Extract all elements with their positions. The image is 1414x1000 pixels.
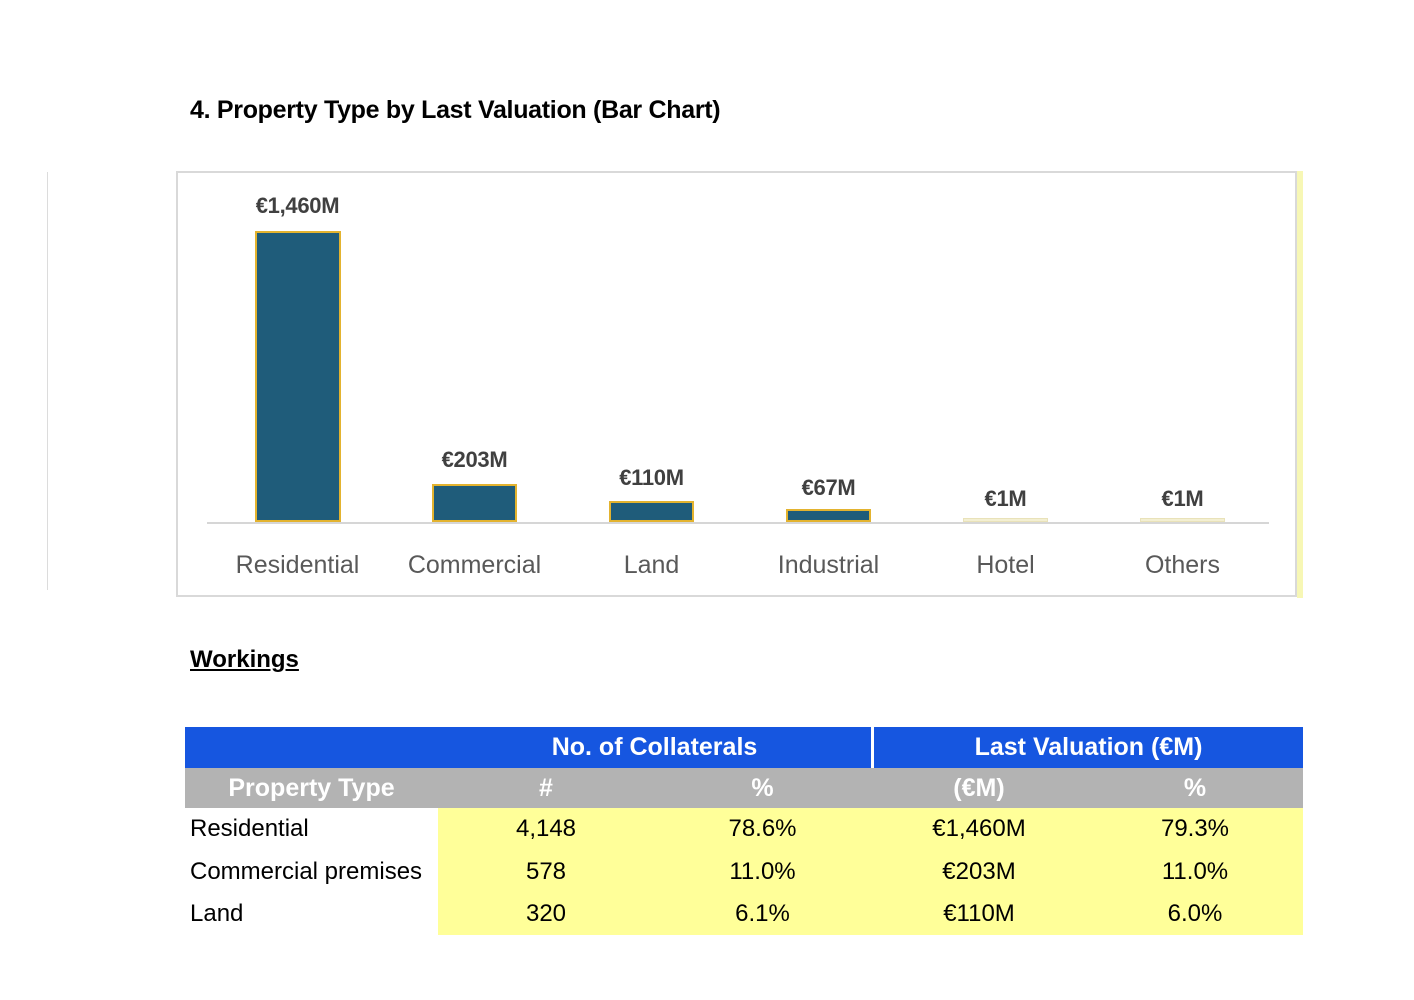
table-row: Residential 4,148 78.6% €1,460M 79.3% [185,808,1303,850]
bar-value-label: €1M [984,486,1027,511]
bar-commercial[interactable] [432,484,517,522]
cell-count[interactable]: 4,148 [438,808,654,850]
table-group-header-row: No. of Collaterals Last Valuation (€M) [185,727,1303,768]
header-divider [871,727,874,768]
axis-category-label: Commercial [407,551,542,579]
group-header-valuation[interactable]: Last Valuation (€M) [974,733,1203,761]
axis-category-label: Residential [235,551,360,579]
workings-heading: Workings [190,646,299,673]
bar-residential[interactable] [255,231,341,522]
bar-value-label: €203M [441,447,508,472]
table-row: Commercial premises 578 11.0% €203M 11.0… [185,850,1303,893]
bar-value-label: €1,460M [255,193,340,218]
cell-property-type[interactable]: Residential [185,808,438,850]
cell-count-pct[interactable]: 6.1% [654,893,871,935]
column-header-valuation-pct[interactable]: % [1183,773,1207,802]
bar-chart-container[interactable]: €1,460M €203M €110M €67M €1M €1M Residen… [176,171,1297,597]
column-header-property-type[interactable]: Property Type [228,773,395,802]
cell-count[interactable]: 578 [438,850,654,893]
cell-count-pct[interactable]: 78.6% [654,808,871,850]
bar-land[interactable] [609,501,694,522]
cell-count[interactable]: 320 [438,893,654,935]
bar-value-label: €1M [1161,486,1204,511]
cell-count-pct[interactable]: 11.0% [654,850,871,893]
table-column-header-row: Property Type # % (€M) % [185,768,1303,808]
cell-property-type[interactable]: Commercial premises [185,850,438,893]
cell-valuation-pct[interactable]: 6.0% [1087,893,1303,935]
axis-category-label: Land [623,551,680,579]
page-title: 4. Property Type by Last Valuation (Bar … [190,96,721,124]
workings-table: No. of Collaterals Last Valuation (€M) P… [185,727,1303,935]
bar-value-label: €67M [801,475,856,500]
cell-valuation[interactable]: €203M [871,850,1087,893]
axis-category-label: Others [1144,551,1221,579]
group-header-collaterals[interactable]: No. of Collaterals [551,733,758,761]
axis-category-label: Industrial [777,551,880,579]
cell-property-type[interactable]: Land [185,893,438,935]
cell-valuation-pct[interactable]: 79.3% [1087,808,1303,850]
column-header-valuation[interactable]: (€M) [953,773,1005,802]
table-row: Land 320 6.1% €110M 6.0% [185,893,1303,935]
column-header-count[interactable]: # [539,773,553,802]
axis-category-label: Hotel [976,551,1035,579]
cell-valuation[interactable]: €1,460M [871,808,1087,850]
bar-value-label: €110M [619,465,684,490]
bar-hotel[interactable] [963,518,1048,522]
column-header-count-pct[interactable]: % [751,773,774,802]
bar-others[interactable] [1140,518,1225,522]
highlight-column-strip [1297,171,1303,598]
bar-industrial[interactable] [786,509,871,522]
cell-valuation[interactable]: €110M [871,893,1087,935]
gridline-divider [47,172,48,590]
x-axis-line [207,522,1269,524]
cell-valuation-pct[interactable]: 11.0% [1087,850,1303,893]
